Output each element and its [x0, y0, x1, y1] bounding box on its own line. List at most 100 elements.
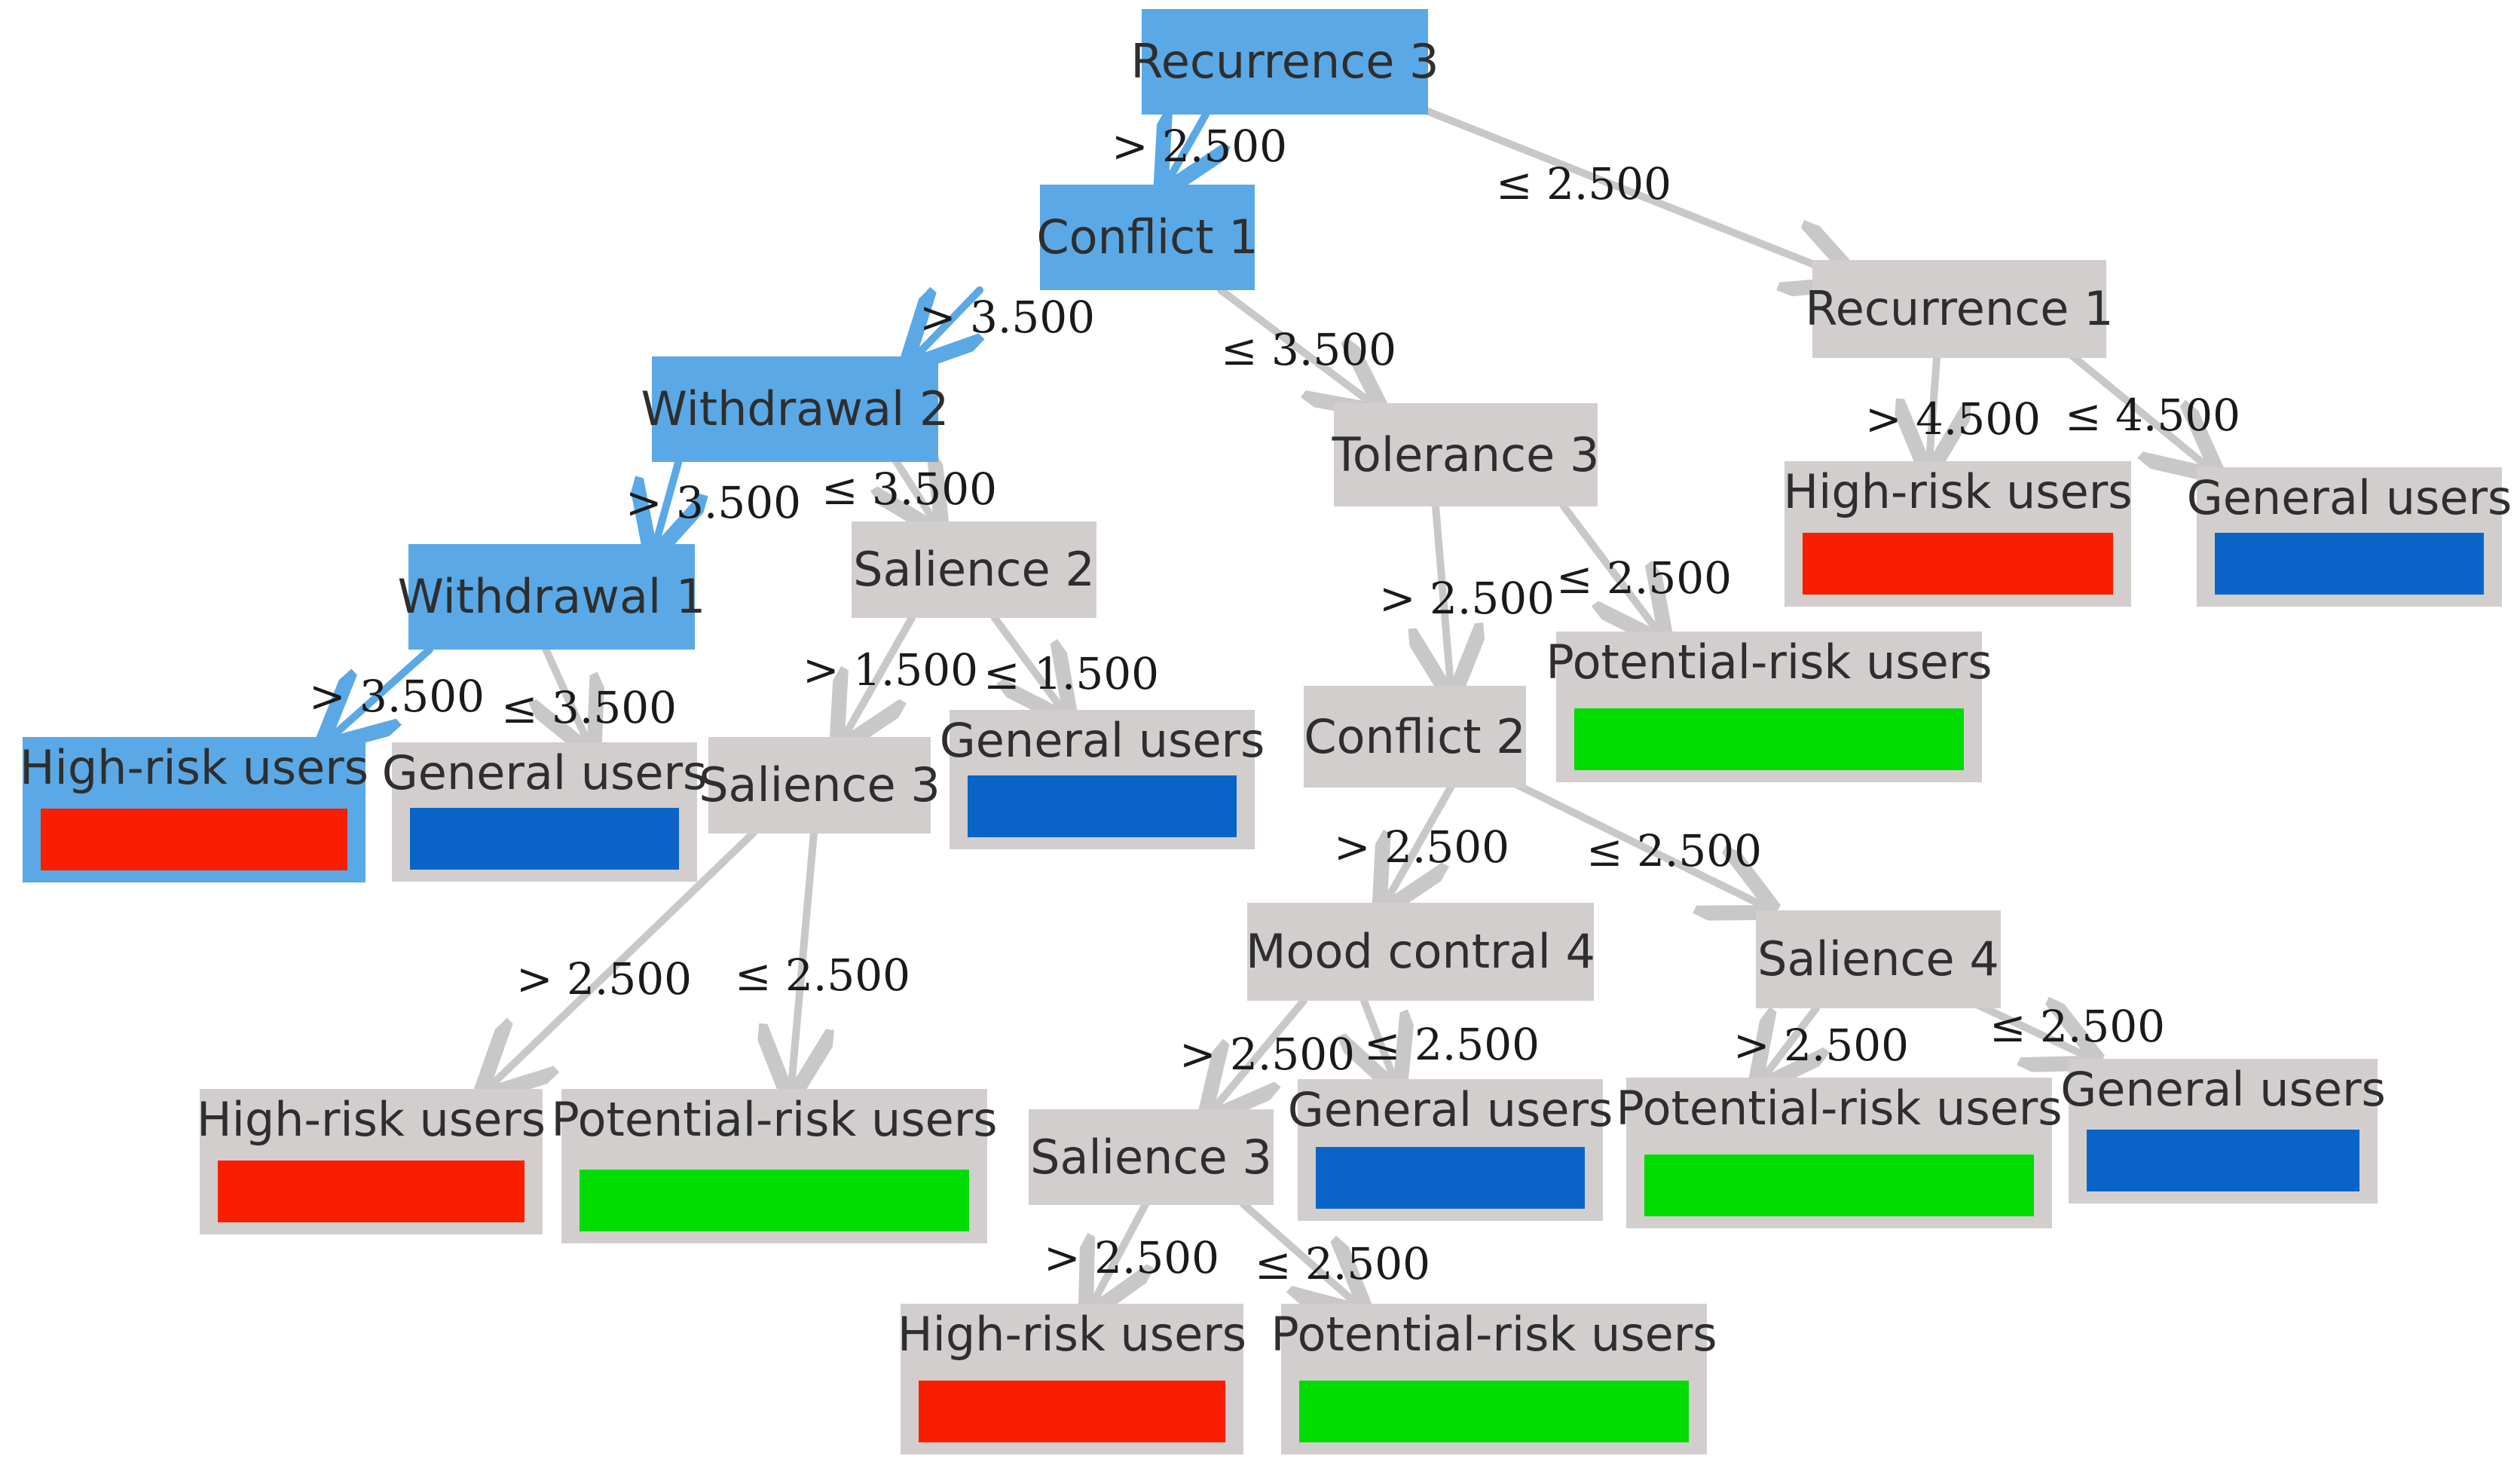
edge-label: ≤ 2.500 — [1496, 158, 1672, 209]
leaf-label: High-risk users — [897, 1307, 1247, 1362]
edge-moodcontral4-leaf7 — [1364, 997, 1394, 1079]
leaf-general-users: General users — [940, 710, 1265, 849]
leaf-potential-risk-users: Potential-risk users — [551, 1089, 998, 1243]
node-conflict-1: Conflict 1 — [1036, 185, 1258, 290]
edge-withdrawal1-leaf1 — [332, 646, 433, 737]
class-bar-high-risk — [1803, 533, 2113, 595]
leaf-general-users: General users — [2187, 467, 2512, 607]
edge-label: ≤ 2.500 — [1989, 1001, 2166, 1052]
node-label: Withdrawal 1 — [397, 569, 706, 624]
leaf-high-risk-users: High-risk users — [196, 1089, 546, 1234]
class-bar-potential-risk — [1574, 708, 1964, 770]
edge-withdrawal1-leaf2 — [543, 638, 588, 742]
node-recurrence-1: Recurrence 1 — [1805, 260, 2114, 358]
edge-salience3b-leaf11 — [1240, 1200, 1356, 1304]
edge-label: ≤ 2.500 — [1255, 1238, 1431, 1289]
edge-label: > 2.500 — [1379, 573, 1555, 624]
edge-recurrence3-conflict1 — [1168, 115, 1206, 181]
leaf-label: General users — [381, 745, 708, 800]
edge-label: > 2.500 — [1044, 1232, 1220, 1283]
leaf-label: High-risk users — [1783, 464, 2133, 519]
leaf-label: Potential-risk users — [1546, 635, 1992, 690]
node-withdrawal-1: Withdrawal 1 — [398, 544, 705, 650]
node-salience-4: Salience 4 — [1756, 910, 2001, 1008]
edge-salience2-leaf3 — [991, 614, 1063, 710]
node-label: Salience 2 — [853, 542, 1095, 597]
edge-recurrence1-leaf13 — [2057, 343, 2208, 467]
edge-label: > 2.500 — [516, 953, 693, 1005]
edge-salience3a-leaf4 — [490, 829, 757, 1087]
edge-label: ≤ 1.500 — [983, 648, 1160, 699]
edge-label: > 4.500 — [1865, 393, 2041, 445]
edge-recurrence1-leaf12 — [1929, 354, 1937, 461]
edge-label: ≤ 2.500 — [1586, 825, 1763, 876]
leaf-label: High-risk users — [19, 740, 369, 795]
edge-label: > 2.500 — [1179, 1029, 1356, 1080]
edge-label: > 2.500 — [1112, 121, 1288, 172]
edge-label: ≤ 2.500 — [1556, 552, 1732, 604]
leaf-label: General users — [939, 713, 1265, 768]
node-label: Salience 3 — [699, 757, 940, 812]
node-salience-3: Salience 3 — [1029, 1109, 1274, 1205]
edge-tolerance3-conflict2 — [1436, 503, 1451, 686]
class-bar-high-risk — [919, 1381, 1225, 1442]
leaf-label: High-risk users — [196, 1092, 546, 1147]
class-bar-general — [1316, 1147, 1585, 1209]
node-salience-3: Salience 3 — [699, 737, 940, 833]
leaf-label: General users — [2186, 470, 2512, 525]
edge-label: ≤ 3.500 — [501, 682, 677, 733]
class-bar-potential-risk — [1299, 1381, 1689, 1442]
leaf-potential-risk-users: Potential-risk users — [1271, 1304, 1717, 1454]
edge-label: ≤ 3.500 — [1221, 324, 1397, 375]
node-label: Recurrence 1 — [1805, 281, 2114, 336]
edge-salience2-salience3a — [844, 614, 916, 737]
edge-label: ≤ 2.500 — [1364, 1019, 1540, 1070]
edge-label: > 2.500 — [1334, 821, 1510, 873]
class-bar-general — [2215, 533, 2484, 595]
edge-conflict1-withdrawal2 — [916, 286, 980, 356]
leaf-label: Potential-risk users — [1271, 1307, 1717, 1362]
edge-conflict1-tolerance3 — [1217, 286, 1372, 403]
edge-conflict2-salience4 — [1503, 776, 1763, 906]
class-bar-general — [2087, 1130, 2359, 1191]
leaf-high-risk-users: High-risk users — [1783, 461, 2133, 607]
edge-label: > 3.500 — [919, 292, 1096, 343]
edge-label: > 1.500 — [803, 644, 979, 696]
edge-recurrence3-recurrence1 — [1390, 94, 1846, 277]
leaf-label: Potential-risk users — [1616, 1081, 2063, 1136]
edge-moodcontral4-salience3b — [1213, 997, 1307, 1109]
node-label: Mood contral 4 — [1246, 924, 1595, 979]
leaf-potential-risk-users: Potential-risk users — [1546, 632, 1992, 782]
node-label: Conflict 1 — [1036, 209, 1258, 265]
edge-label: ≤ 4.500 — [2065, 390, 2241, 441]
node-label: Salience 4 — [1757, 931, 1999, 986]
class-bar-general — [968, 775, 1237, 837]
class-bar-high-risk — [41, 809, 347, 870]
leaf-potential-risk-users: Potential-risk users — [1616, 1078, 2063, 1228]
node-tolerance-3: Tolerance 3 — [1332, 403, 1600, 506]
edge-salience3a-leaf5 — [791, 829, 814, 1087]
node-label: Salience 3 — [1030, 1129, 1272, 1185]
leaf-label: General users — [2060, 1062, 2386, 1117]
node-label: Withdrawal 2 — [641, 381, 950, 436]
node-recurrence-3: Recurrence 3 — [1130, 9, 1439, 115]
leaf-label: Potential-risk users — [551, 1092, 998, 1147]
edge-withdrawal2-withdrawal1 — [656, 459, 678, 544]
node-salience-2: Salience 2 — [852, 521, 1096, 618]
leaf-high-risk-users: High-risk users — [20, 737, 369, 882]
node-conflict-2: Conflict 2 — [1304, 686, 1526, 788]
class-bar-general — [410, 808, 679, 870]
class-bar-high-risk — [218, 1161, 524, 1222]
node-label: Tolerance 3 — [1332, 427, 1600, 482]
node-mood-contral-4: Mood contral 4 — [1246, 903, 1595, 1001]
edge-tolerance3-leaf6 — [1560, 503, 1658, 632]
leaf-general-users: General users — [382, 742, 707, 882]
leaf-general-users: General users — [1288, 1079, 1613, 1221]
node-label: Recurrence 3 — [1130, 34, 1439, 89]
edge-label: ≤ 2.500 — [735, 950, 911, 1001]
edge-salience3b-leaf10 — [1093, 1200, 1145, 1304]
leaf-general-users: General users — [2060, 1059, 2386, 1203]
edge-conflict2-moodcontral4 — [1387, 784, 1454, 901]
edge-salience4-leaf8 — [1763, 1005, 1816, 1078]
